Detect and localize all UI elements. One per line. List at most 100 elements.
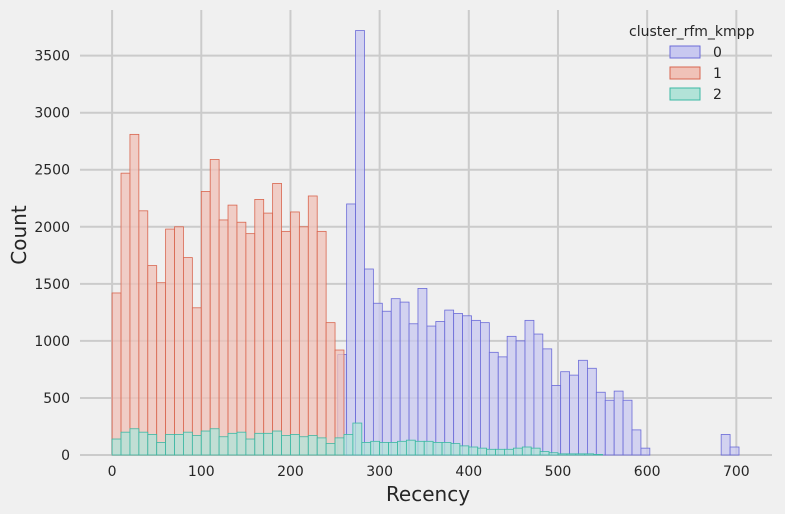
- legend: cluster_rfm_kmpp 0 1 2: [629, 24, 755, 103]
- histogram-bar: [200, 430, 211, 456]
- histogram-bar: [435, 321, 446, 456]
- y-tick-label: 2000: [34, 220, 70, 236]
- histogram-bar: [218, 436, 229, 456]
- histogram-bar: [272, 183, 282, 456]
- histogram-bar: [604, 399, 615, 456]
- histogram-bar: [352, 422, 363, 456]
- histogram-bar: [450, 443, 461, 456]
- series-1: [111, 133, 345, 456]
- histogram-bar: [399, 301, 410, 456]
- histogram-bar: [129, 428, 140, 456]
- histogram-bar: [468, 446, 479, 456]
- x-tick-label: 700: [723, 464, 750, 480]
- series-0: [337, 30, 740, 456]
- histogram-bar: [515, 340, 526, 456]
- x-axis-title: Recency: [386, 482, 470, 506]
- histogram-bar: [372, 302, 383, 456]
- histogram-bar: [423, 440, 434, 456]
- histogram-bar: [551, 384, 562, 456]
- histogram-bar: [593, 454, 603, 456]
- histogram-bar: [539, 451, 550, 456]
- histogram-bar: [542, 348, 553, 456]
- histogram-bar: [325, 443, 336, 456]
- histogram-bar: [444, 309, 455, 456]
- histogram-bar: [355, 30, 365, 456]
- y-axis-title: Count: [7, 205, 31, 265]
- x-tick-label: 0: [108, 464, 117, 480]
- histogram-bar: [147, 434, 158, 456]
- histogram-bar: [111, 438, 122, 456]
- histogram-bar: [548, 452, 559, 456]
- histogram-bar: [388, 442, 398, 456]
- histogram-bar: [486, 448, 496, 456]
- histogram-bar: [281, 435, 291, 456]
- histogram-bar: [640, 447, 651, 456]
- x-tick-label: 100: [188, 464, 215, 480]
- series-2: [111, 422, 603, 456]
- histogram-bar: [254, 199, 265, 456]
- histogram-bar: [111, 292, 122, 456]
- histogram-bar: [720, 434, 731, 456]
- histogram-bar: [183, 431, 193, 456]
- legend-swatch: [669, 87, 701, 101]
- histogram-bar: [218, 219, 229, 456]
- histogram-bar: [227, 204, 238, 456]
- histogram-bar: [236, 221, 247, 456]
- histogram-bar: [381, 310, 392, 456]
- x-axis-ticks: 0 100 200 300 400 500 600 700: [108, 464, 750, 480]
- histogram-bar: [521, 446, 532, 456]
- histogram-bar: [595, 391, 606, 456]
- histogram-bar: [254, 432, 265, 456]
- y-tick-label: 500: [43, 391, 70, 407]
- plot-area: [111, 30, 740, 456]
- histogram-bar: [488, 351, 499, 456]
- histogram-bar: [370, 440, 381, 456]
- histogram-bar: [569, 374, 579, 456]
- histogram-bar: [174, 226, 184, 456]
- histogram-bar: [147, 265, 158, 456]
- histogram-bar: [408, 323, 419, 456]
- histogram-bar: [432, 442, 443, 456]
- histogram-bar: [575, 453, 586, 456]
- histogram-bar: [191, 307, 202, 456]
- histogram-bar: [459, 445, 470, 456]
- histogram-bar: [497, 356, 508, 456]
- x-tick-label: 500: [545, 464, 572, 480]
- legend-label: 2: [713, 87, 722, 103]
- histogram-bar: [156, 282, 167, 456]
- histogram-bar: [209, 428, 220, 456]
- x-tick-label: 200: [277, 464, 304, 480]
- histogram-bar: [506, 335, 517, 456]
- histogram-bar: [530, 447, 541, 456]
- histogram-bar: [524, 319, 535, 456]
- histogram-bar: [622, 399, 633, 456]
- y-tick-label: 2500: [34, 163, 70, 179]
- legend-swatch: [669, 66, 701, 80]
- y-tick-label: 1000: [34, 334, 70, 350]
- histogram-bar: [174, 434, 184, 456]
- histogram-bar: [316, 437, 327, 456]
- x-tick-label: 600: [634, 464, 661, 480]
- histogram-bar: [343, 434, 354, 456]
- y-tick-label: 3500: [34, 49, 70, 65]
- histogram-bar: [414, 440, 425, 456]
- histogram-bar: [316, 230, 327, 456]
- x-tick-label: 300: [366, 464, 393, 480]
- histogram-bar: [364, 268, 374, 456]
- histogram-bar: [120, 172, 131, 456]
- histogram-bar: [397, 440, 407, 456]
- histogram-bar: [587, 367, 597, 456]
- histogram-bar: [334, 437, 345, 456]
- histogram-bar: [729, 446, 740, 456]
- x-tick-label: 400: [455, 464, 482, 480]
- histogram-bar: [209, 159, 220, 456]
- histogram-bar: [281, 230, 291, 456]
- histogram-bar: [183, 257, 193, 456]
- histogram-bar: [290, 211, 300, 456]
- histogram-bar: [504, 448, 514, 456]
- histogram-bar: [560, 371, 570, 456]
- y-axis-ticks: 0 500 1000 1500 2000 2500 3000 3500: [34, 49, 70, 464]
- histogram-bar: [417, 288, 428, 456]
- histogram-bar: [156, 442, 167, 456]
